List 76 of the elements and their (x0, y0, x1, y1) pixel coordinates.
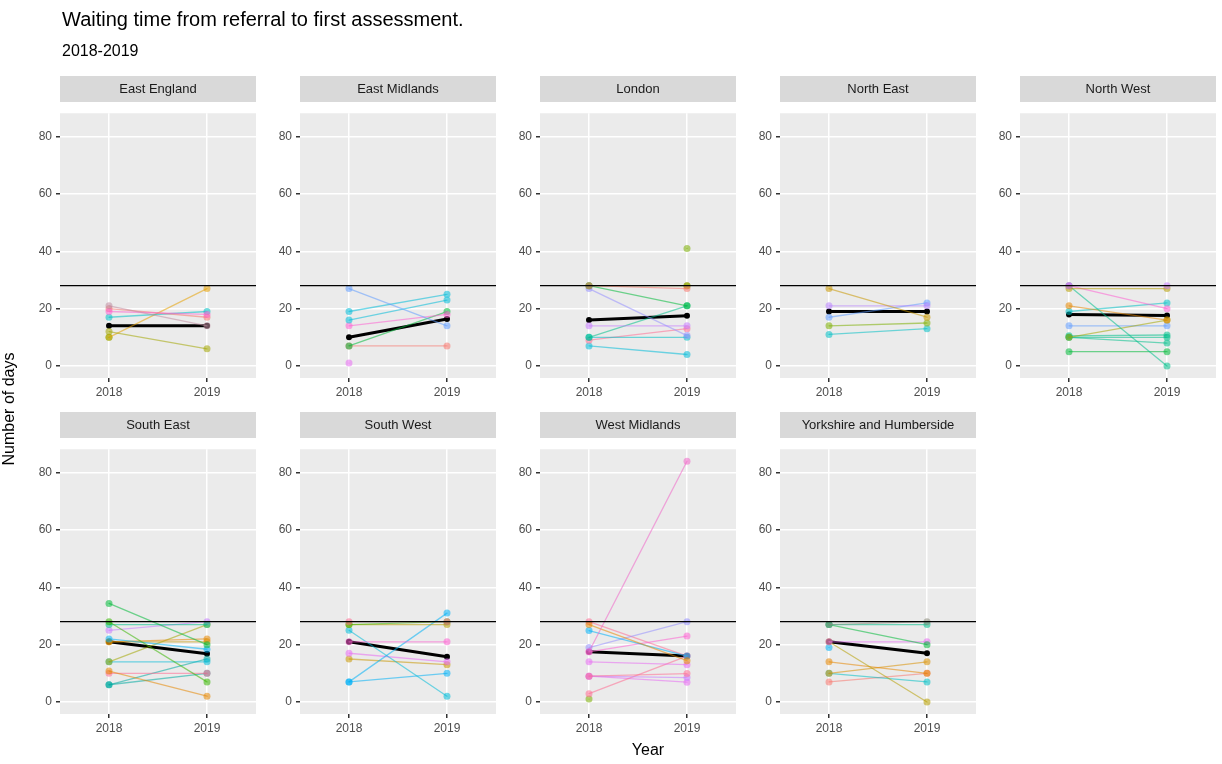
y-tick-label: 0 (285, 358, 293, 373)
y-tick-label: 60 (518, 522, 533, 537)
chart-title: North East (780, 76, 976, 102)
x-tick-label: 2018 (575, 384, 603, 399)
y-tick-label: 60 (38, 522, 53, 537)
text: Number of days (0, 351, 18, 468)
chart-title: London (540, 76, 736, 102)
chart-title: East Midlands (300, 76, 496, 102)
y-tick-label: 40 (278, 243, 293, 258)
chart-title: North West (1020, 76, 1216, 102)
x-tick-label: 2018 (1055, 384, 1083, 399)
x-tick-label: 2019 (433, 384, 461, 399)
y-tick-label: 40 (278, 579, 293, 594)
chart-title: West Midlands (540, 412, 736, 438)
chart-title: East England (60, 76, 256, 102)
y-tick-label: 80 (38, 465, 53, 480)
x-tick-label: 2019 (913, 384, 941, 399)
chart-title: South West (300, 412, 496, 438)
y-tick-label: 20 (38, 300, 53, 315)
y-tick-label: 80 (38, 129, 53, 144)
y-tick-label: 0 (525, 358, 533, 373)
y-tick-label: 0 (1005, 358, 1013, 373)
x-tick-label: 2018 (95, 720, 123, 735)
y-tick-label: 60 (758, 522, 773, 537)
y-tick-label: 20 (518, 300, 533, 315)
y-tick-label: 60 (38, 186, 53, 201)
x-tick-label: 2018 (815, 720, 843, 735)
x-tick-label: 2019 (193, 384, 221, 399)
y-tick-label: 80 (518, 465, 533, 480)
y-tick-label: 0 (525, 694, 533, 709)
y-tick-label: 20 (998, 300, 1013, 315)
y-tick-label: 40 (38, 243, 53, 258)
x-tick-label: 2018 (815, 384, 843, 399)
y-tick-label: 80 (278, 465, 293, 480)
y-tick-label: 0 (285, 694, 293, 709)
y-tick-label: 20 (758, 636, 773, 651)
y-tick-label: 80 (518, 129, 533, 144)
y-tick-label: 20 (278, 636, 293, 651)
y-tick-label: 0 (45, 358, 53, 373)
text: Waiting time from referral to first assessment. (62, 8, 464, 31)
x-tick-label: 2018 (335, 384, 363, 399)
y-tick-label: 80 (758, 465, 773, 480)
y-tick-label: 0 (765, 358, 773, 373)
chart-title: South East (60, 412, 256, 438)
y-tick-label: 20 (38, 636, 53, 651)
text: 2018-2019 (62, 42, 139, 60)
x-tick-label: 2019 (1153, 384, 1181, 399)
y-tick-label: 60 (278, 186, 293, 201)
x-tick-label: 2018 (335, 720, 363, 735)
y-tick-label: 40 (998, 243, 1013, 258)
x-tick-label: 2019 (673, 384, 701, 399)
y-tick-label: 0 (765, 694, 773, 709)
y-tick-label: 20 (758, 300, 773, 315)
y-tick-label: 40 (758, 243, 773, 258)
y-tick-label: 40 (518, 579, 533, 594)
y-tick-label: 60 (518, 186, 533, 201)
y-tick-label: 80 (998, 129, 1013, 144)
y-tick-label: 60 (278, 522, 293, 537)
y-tick-label: 60 (758, 186, 773, 201)
x-tick-label: 2019 (433, 720, 461, 735)
y-tick-label: 80 (758, 129, 773, 144)
y-tick-label: 40 (758, 579, 773, 594)
x-tick-label: 2019 (673, 720, 701, 735)
chart-title: Yorkshire and Humberside (780, 412, 976, 438)
text: Year (630, 741, 666, 759)
x-tick-label: 2018 (95, 384, 123, 399)
y-tick-label: 40 (518, 243, 533, 258)
x-tick-label: 2019 (913, 720, 941, 735)
y-tick-label: 20 (518, 636, 533, 651)
y-tick-label: 60 (998, 186, 1013, 201)
y-tick-label: 40 (38, 579, 53, 594)
y-tick-label: 80 (278, 129, 293, 144)
x-tick-label: 2018 (575, 720, 603, 735)
y-tick-label: 20 (278, 300, 293, 315)
x-tick-label: 2019 (193, 720, 221, 735)
y-tick-label: 0 (45, 694, 53, 709)
